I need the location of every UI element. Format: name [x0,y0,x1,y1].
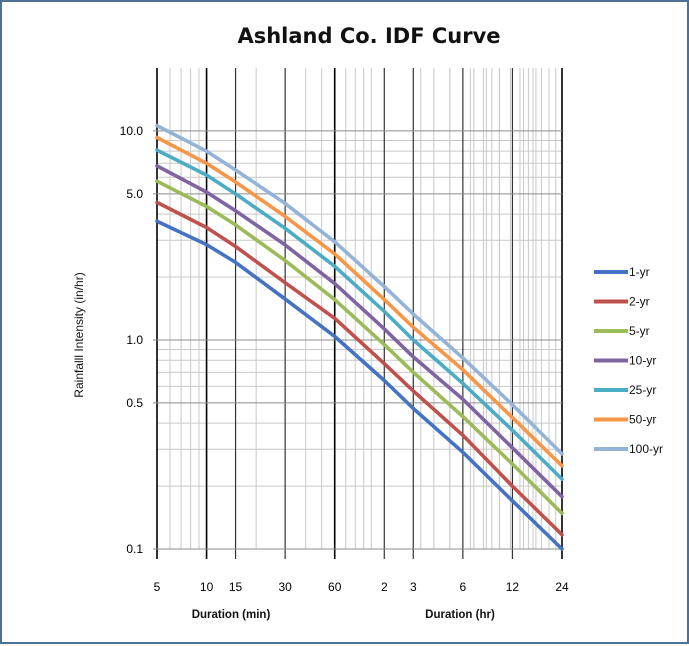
x-axis-label-hours: Duration (hr) [425,609,495,621]
major-gridlines [153,68,563,559]
x-tick-label: 24 [555,580,569,594]
x-tick-label: 60 [328,580,342,594]
x-axis-label-minutes: Duration (min) [192,609,271,621]
y-tick-label: 0.5 [126,396,143,410]
x-axis-ticks: 5 10 15 30 60 2 3 6 12 24 [154,580,569,594]
series-line-10-yr [155,164,564,499]
x-tick-label: 3 [410,580,417,594]
x-tick-label: 30 [278,580,292,594]
series-line-50-yr [155,135,564,468]
x-tick-label: 15 [229,580,243,594]
legend-label-100-yr: 100-yr [629,442,663,456]
series-line-1-yr [155,219,564,551]
x-tick-label: 10 [200,580,214,594]
x-tick-label: 5 [154,580,161,594]
y-tick-label: 0.1 [126,542,143,556]
legend-label-50-yr: 50-yr [629,413,656,427]
minor-gridlines [157,68,562,549]
y-tick-label: 5.0 [126,187,143,201]
y-axis-ticks: 0.1 0.5 1.0 5.0 10.0 [120,124,144,556]
x-tick-label: 2 [381,580,388,594]
x-tick-label: 6 [460,580,467,594]
legend: 1-yr 2-yr 5-yr 10-yr 25-yr 50-yr 100-yr [594,265,663,456]
series-lines [155,123,564,551]
legend-label-10-yr: 10-yr [629,354,656,368]
series-line-5-yr [155,179,564,516]
series-line-100-yr [155,123,564,456]
y-axis-label: Rainfalll Intensity (in/hr) [72,272,86,397]
y-tick-label: 10.0 [120,124,144,138]
series-line-2-yr [155,200,564,537]
chart-title: Ashland Co. IDF Curve [237,24,500,48]
series-line-25-yr [155,148,564,481]
y-tick-label: 1.0 [126,333,143,347]
x-tick-label: 12 [506,580,520,594]
legend-label-1-yr: 1-yr [629,265,650,279]
legend-label-25-yr: 25-yr [629,383,656,397]
legend-label-2-yr: 2-yr [629,295,650,309]
legend-label-5-yr: 5-yr [629,324,650,338]
